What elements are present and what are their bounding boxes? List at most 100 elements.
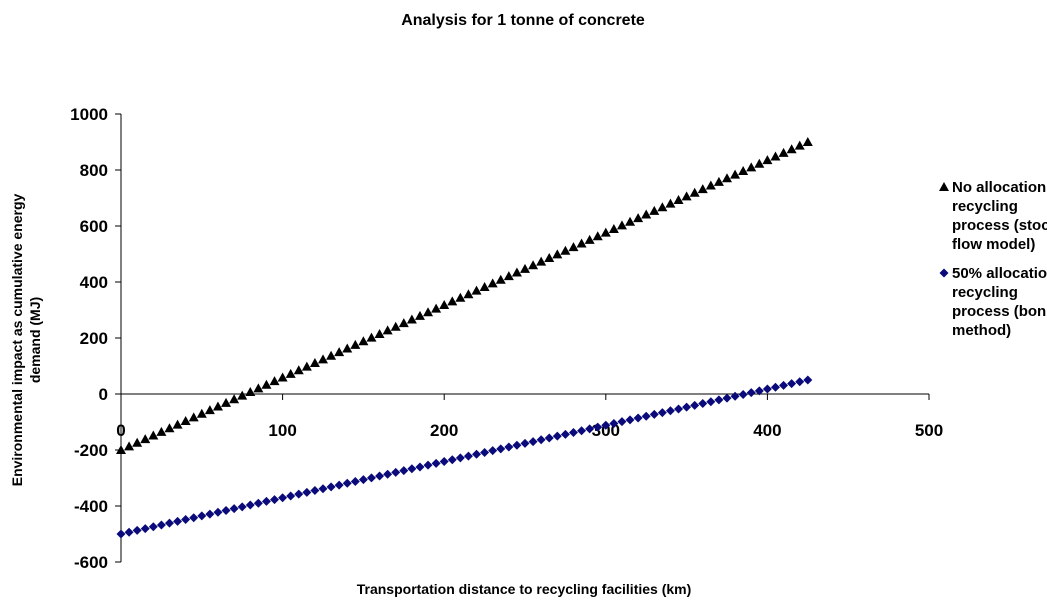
- data-point: [221, 397, 232, 407]
- data-point: [633, 413, 643, 423]
- data-point: [584, 234, 595, 244]
- data-point: [496, 444, 506, 454]
- legend-marker: [939, 182, 949, 191]
- x-tick-label: 100: [268, 421, 296, 440]
- data-point: [673, 194, 684, 204]
- data-point: [738, 389, 748, 399]
- data-point: [674, 404, 684, 414]
- data-point: [366, 332, 377, 342]
- data-point: [463, 289, 474, 299]
- data-point: [512, 440, 522, 450]
- data-point: [188, 412, 199, 422]
- data-point: [293, 365, 304, 375]
- data-point: [471, 285, 482, 295]
- data-point: [705, 180, 716, 190]
- data-point: [431, 303, 442, 313]
- data-point: [520, 438, 530, 448]
- data-point: [350, 476, 360, 486]
- data-point: [318, 484, 328, 494]
- data-point: [447, 455, 457, 465]
- data-point: [592, 231, 603, 241]
- data-point: [455, 453, 465, 463]
- data-point: [665, 198, 676, 208]
- data-point: [398, 318, 409, 328]
- data-point: [261, 379, 272, 389]
- data-point: [802, 137, 813, 146]
- data-point: [657, 408, 667, 418]
- data-point: [560, 245, 571, 255]
- data-point: [770, 382, 780, 392]
- data-point: [148, 430, 159, 440]
- data-point: [148, 522, 158, 532]
- data-point: [172, 419, 183, 429]
- data-point: [326, 350, 337, 360]
- data-point: [140, 434, 151, 444]
- data-point: [503, 271, 514, 281]
- legend-label-line: process (bonus: [952, 303, 1047, 320]
- data-point: [746, 162, 757, 172]
- data-point: [156, 426, 167, 436]
- data-point: [366, 473, 376, 483]
- x-tick-label: 200: [430, 421, 458, 440]
- data-point: [495, 274, 506, 284]
- data-point: [746, 388, 756, 398]
- data-point: [479, 281, 490, 291]
- data-point: [286, 491, 296, 501]
- data-point: [681, 191, 692, 201]
- data-point: [722, 173, 732, 183]
- data-point: [730, 169, 741, 179]
- data-point: [576, 238, 587, 248]
- y-tick-label: 0: [99, 385, 108, 404]
- data-point: [383, 469, 393, 479]
- data-point: [164, 423, 175, 433]
- data-point: [778, 147, 789, 157]
- data-point: [414, 310, 425, 320]
- data-point: [609, 418, 619, 428]
- data-point: [245, 387, 256, 397]
- data-point: [196, 408, 207, 418]
- data-point: [205, 509, 215, 519]
- data-point: [399, 466, 409, 476]
- data-point: [342, 478, 352, 488]
- data-point: [762, 384, 772, 394]
- data-point: [132, 437, 143, 447]
- data-point: [390, 321, 401, 331]
- data-point: [722, 393, 732, 403]
- data-point: [302, 487, 312, 497]
- y-tick-label: 400: [80, 273, 108, 292]
- data-point: [795, 377, 805, 387]
- data-point: [698, 399, 708, 409]
- data-point: [536, 435, 546, 445]
- data-point: [762, 155, 773, 165]
- x-tick-label: 500: [915, 421, 943, 440]
- series-layer: [116, 137, 813, 539]
- y-tick-label: -200: [74, 441, 108, 460]
- data-point: [787, 379, 797, 389]
- data-point: [342, 343, 353, 353]
- data-point: [754, 158, 765, 168]
- data-point: [181, 515, 191, 525]
- data-point: [374, 329, 385, 339]
- y-tick-label: 600: [80, 217, 108, 236]
- data-point: [713, 176, 724, 186]
- data-point: [577, 426, 587, 436]
- data-point: [180, 416, 191, 426]
- data-point: [625, 415, 635, 425]
- y-axis-title: Environmental impact as cumulative energ…: [9, 194, 43, 487]
- legend-marker: [939, 268, 949, 278]
- data-point: [406, 314, 417, 324]
- data-point: [697, 184, 708, 194]
- data-point: [794, 140, 805, 150]
- legend: No allocation of recycling process (stock f…: [939, 179, 1047, 339]
- data-point: [382, 325, 393, 335]
- legend-label-line: recycling: [952, 198, 1018, 215]
- data-point: [601, 420, 611, 430]
- data-point: [608, 223, 619, 233]
- data-point: [229, 394, 240, 404]
- data-point: [528, 437, 538, 447]
- data-point: [116, 445, 126, 454]
- data-point: [649, 409, 659, 419]
- data-point: [221, 505, 231, 515]
